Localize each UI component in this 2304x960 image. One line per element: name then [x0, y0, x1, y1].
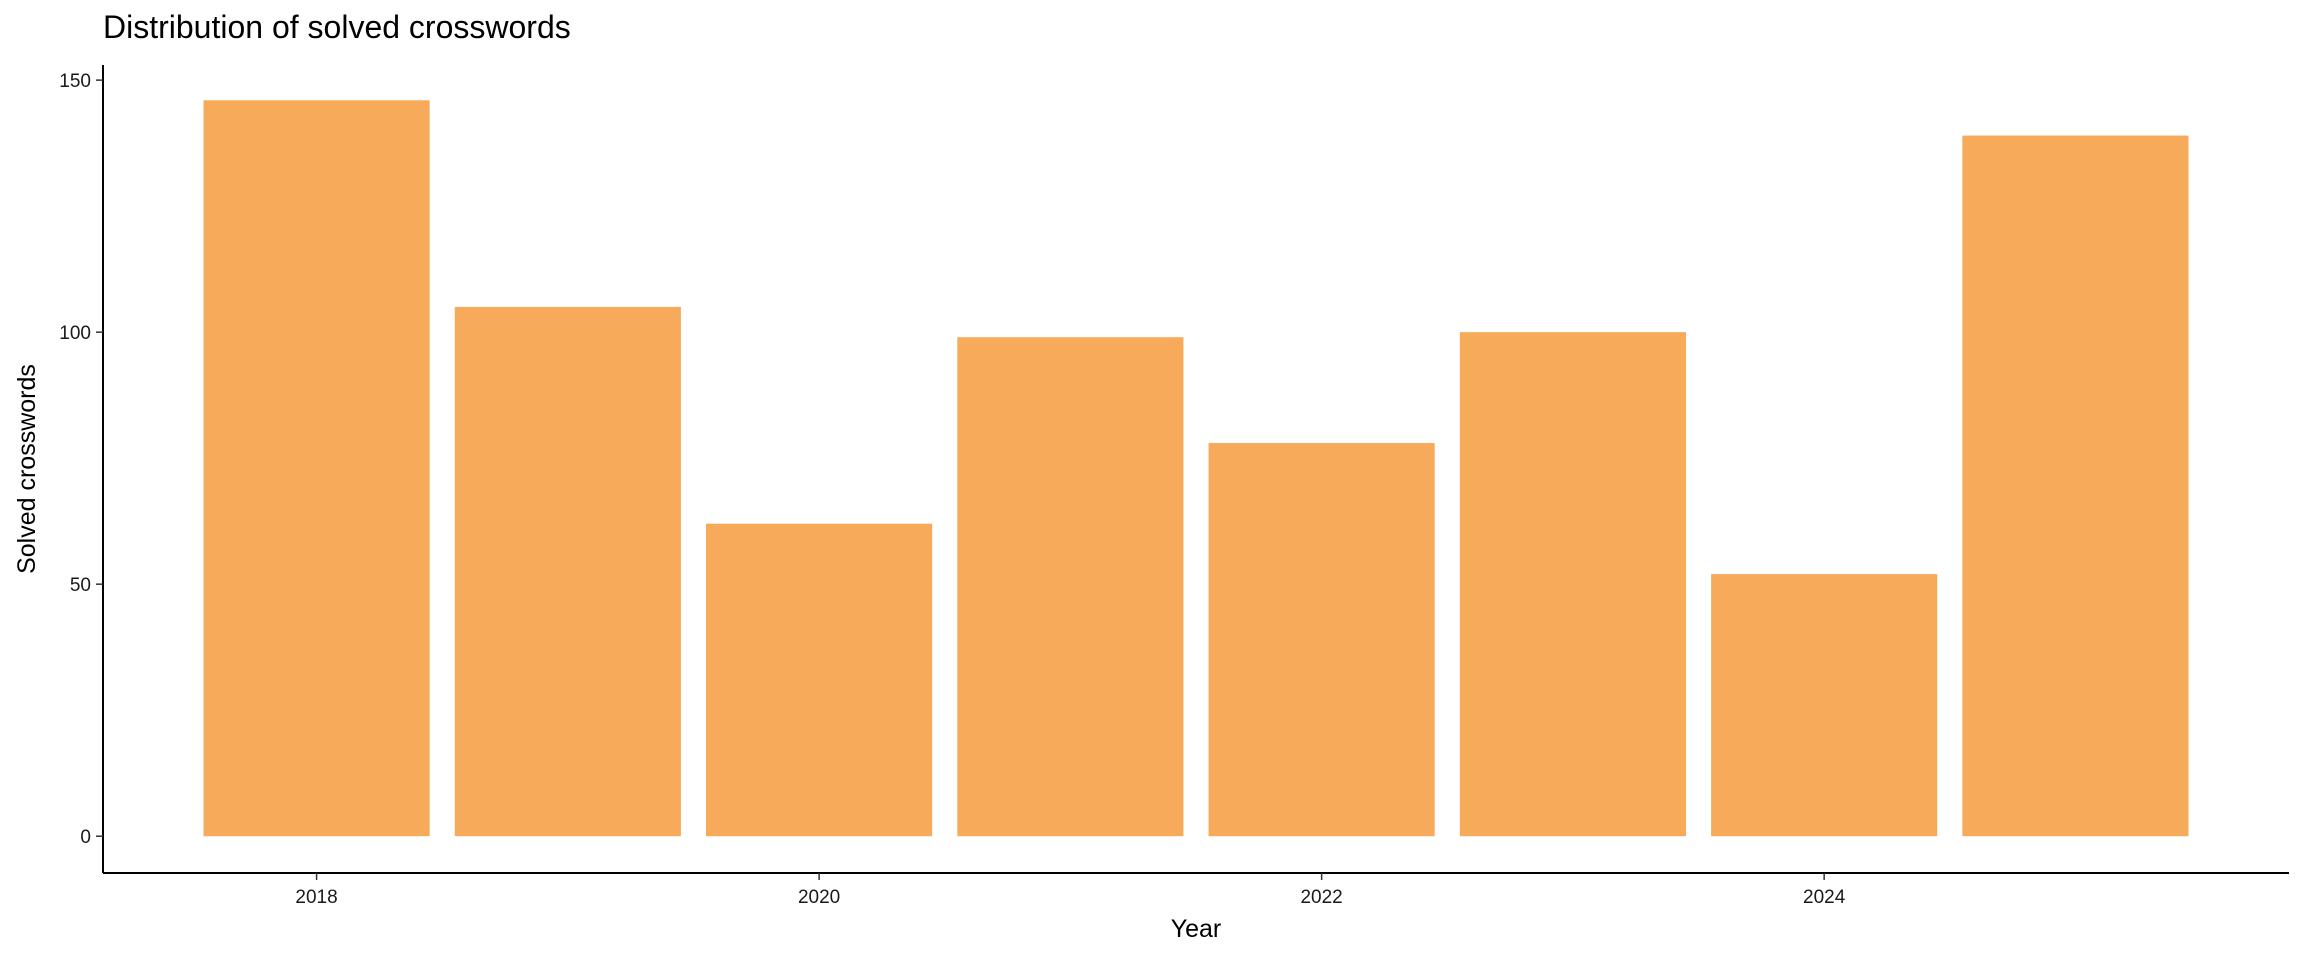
x-tick-label: 2024	[1803, 887, 1846, 908]
x-tick-label: 2022	[1300, 887, 1342, 908]
y-axis-title: Solved crosswords	[13, 364, 41, 574]
y-tick-label: 150	[59, 71, 91, 92]
x-axis-title: Year	[1171, 915, 1222, 943]
chart-title: Distribution of solved crosswords	[103, 9, 571, 45]
y-tick-label: 0	[80, 827, 91, 848]
bar	[1459, 332, 1686, 837]
x-tick-label: 2018	[295, 887, 337, 908]
bar	[957, 337, 1184, 837]
bar	[203, 100, 430, 837]
bar	[454, 306, 681, 837]
bar	[1962, 135, 2189, 837]
x-tick-label: 2020	[798, 887, 840, 908]
bar	[1711, 574, 1938, 837]
bar	[1208, 443, 1435, 837]
y-tick-label: 50	[70, 575, 91, 596]
bar	[706, 523, 933, 837]
y-tick-label: 100	[59, 323, 91, 344]
